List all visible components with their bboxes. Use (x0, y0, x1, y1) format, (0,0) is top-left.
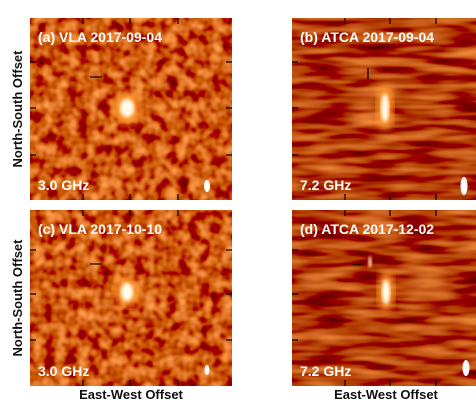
beam (204, 180, 210, 192)
source-core (382, 280, 390, 304)
beam (463, 360, 470, 376)
frequency: 3.0 GHz (38, 177, 89, 193)
panel-title: (b) ATCA 2017-09-04 (300, 29, 434, 45)
frequency: 3.0 GHz (38, 363, 89, 379)
y-axis-label: North-South Offset (10, 50, 25, 168)
beam (205, 365, 210, 375)
panel-d: (d) ATCA 2017-12-02 7.2 GHz (292, 210, 476, 386)
x-axis-label: East-West Offset (334, 387, 438, 402)
beam (461, 177, 468, 195)
panel-c: (c) VLA 2017-10-10 3.0 GHz (30, 210, 232, 386)
y-axis-label: North-South Offset (10, 239, 25, 357)
panel-title: (d) ATCA 2017-12-02 (300, 221, 434, 237)
source-core (121, 283, 133, 301)
panel-title: (c) VLA 2017-10-10 (38, 221, 162, 237)
panel-title: (a) VLA 2017-09-04 (38, 29, 162, 45)
secondary-source (368, 256, 372, 268)
x-axis-label: East-West Offset (79, 387, 183, 402)
source-core (381, 94, 389, 122)
figure: (a) VLA 2017-09-04 3.0 GHz (b) ATCA 2017… (0, 0, 476, 403)
panel-b: (b) ATCA 2017-09-04 7.2 GHz (292, 18, 476, 200)
frequency: 7.2 GHz (300, 177, 351, 193)
source-core (120, 99, 134, 117)
frequency: 7.2 GHz (300, 363, 351, 379)
panel-a: (a) VLA 2017-09-04 3.0 GHz (30, 18, 232, 200)
